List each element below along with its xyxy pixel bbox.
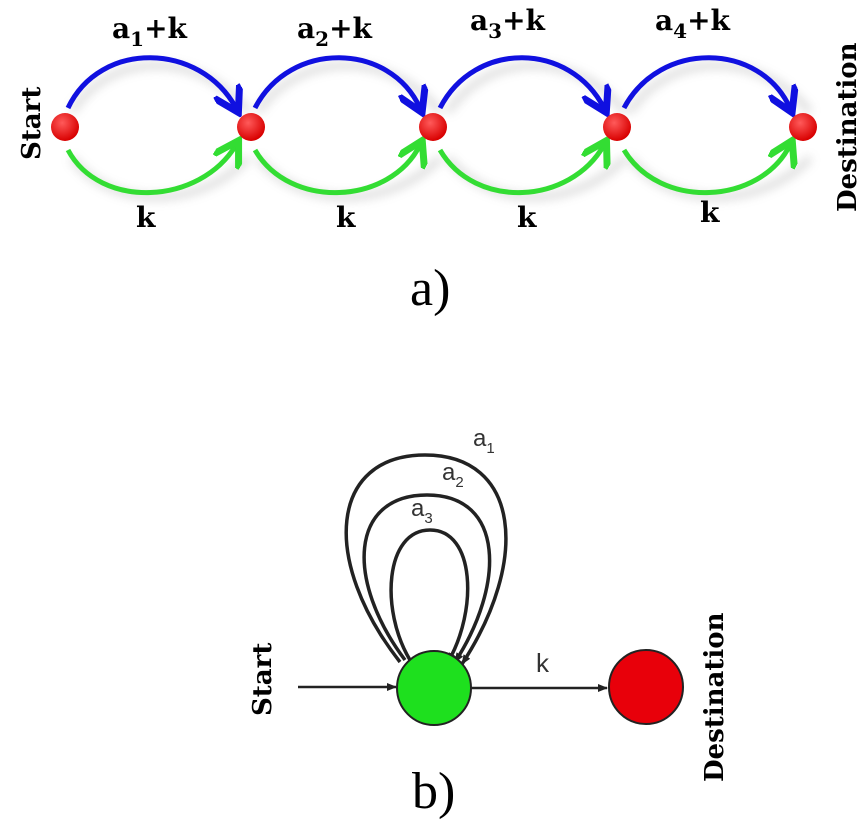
state-node <box>396 650 472 726</box>
caption-b: b) <box>412 763 455 820</box>
node-4 <box>603 113 631 141</box>
top-arrow-1 <box>65 55 236 108</box>
diagram-b: a1 a2 a3 k Start Destination b) <box>248 425 730 820</box>
top-label-3: a3+k <box>470 4 546 43</box>
top-label-2: a2+k <box>297 12 373 51</box>
bottom-label-2: k <box>336 201 356 234</box>
top-label-1: a1+k <box>112 12 188 51</box>
loop-a2 <box>362 493 492 663</box>
loop-label-a1: a1 <box>473 425 495 457</box>
start-label-a: Start <box>17 87 47 160</box>
caption-a: a) <box>410 260 450 317</box>
bottom-arrow-4 <box>621 145 790 195</box>
diagram-a: a1+k a2+k a3+k a4+k k k k k Start Destin… <box>17 4 859 317</box>
bottom-arrow-1 <box>65 145 236 195</box>
destination-node <box>608 649 684 725</box>
loop-label-a3: a3 <box>411 495 433 527</box>
start-label-b: Start <box>248 643 278 716</box>
bottom-label-3: k <box>517 201 537 234</box>
bottom-arrow-3 <box>437 145 604 195</box>
node-5 <box>789 113 817 141</box>
exit-edge-label: k <box>536 648 550 678</box>
node-3 <box>419 113 447 141</box>
bottom-label-1: k <box>136 201 156 234</box>
top-arrow-3 <box>437 55 604 108</box>
top-arrow-2 <box>252 55 420 108</box>
destination-label-b: Destination <box>700 612 730 782</box>
destination-label-a: Destination <box>833 42 859 212</box>
top-label-4: a4+k <box>655 4 731 43</box>
node-1 <box>51 113 79 141</box>
node-2 <box>237 113 265 141</box>
bottom-arrow-2 <box>252 145 420 195</box>
top-arrow-4 <box>621 55 790 108</box>
loop-label-a2: a2 <box>442 459 464 491</box>
bottom-label-4: k <box>700 196 720 229</box>
loop-a1 <box>344 453 508 665</box>
loop-a3 <box>389 528 470 663</box>
